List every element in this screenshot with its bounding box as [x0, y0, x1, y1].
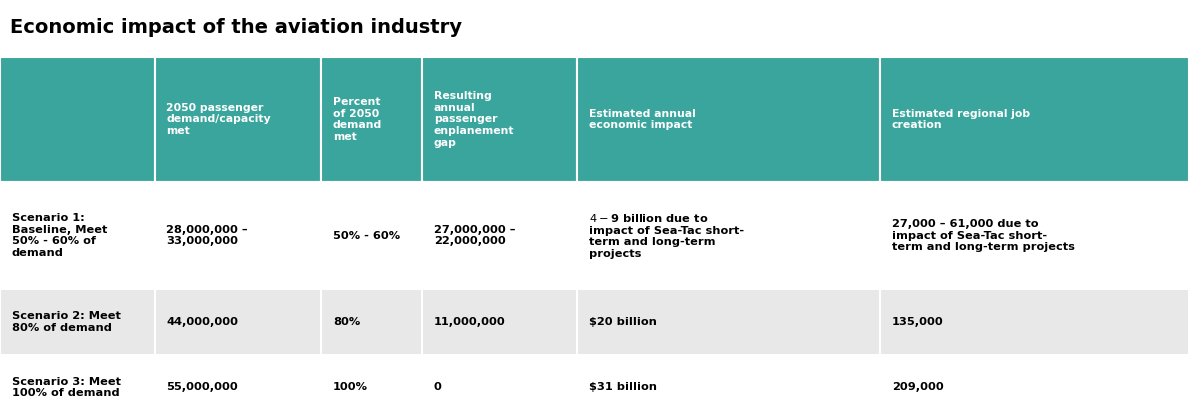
Text: Estimated regional job
creation: Estimated regional job creation — [892, 108, 1030, 130]
Bar — [321, 182, 422, 289]
Bar — [577, 182, 880, 289]
Bar — [155, 289, 321, 354]
Text: 55,000,000: 55,000,000 — [166, 382, 238, 392]
Text: $31 billion: $31 billion — [589, 382, 656, 392]
Text: Resulting
annual
passenger
enplanement
gap: Resulting annual passenger enplanement g… — [434, 91, 515, 147]
Text: $20 billion: $20 billion — [589, 317, 656, 327]
Text: 100%: 100% — [333, 382, 367, 392]
Bar — [880, 182, 1189, 289]
Bar — [155, 182, 321, 289]
Bar — [155, 57, 321, 182]
Text: 50% - 60%: 50% - 60% — [333, 231, 400, 241]
Bar — [880, 354, 1189, 420]
Bar — [321, 354, 422, 420]
Text: 11,000,000: 11,000,000 — [434, 317, 505, 327]
Text: Economic impact of the aviation industry: Economic impact of the aviation industry — [10, 18, 461, 37]
Bar — [155, 354, 321, 420]
Bar — [577, 354, 880, 420]
Text: 28,000,000 –
33,000,000: 28,000,000 – 33,000,000 — [166, 225, 249, 247]
Text: Percent
of 2050
demand
met: Percent of 2050 demand met — [333, 97, 382, 142]
Text: Scenario 2: Meet
80% of demand: Scenario 2: Meet 80% of demand — [12, 311, 121, 333]
Bar — [422, 289, 577, 354]
Bar — [422, 57, 577, 182]
Text: 209,000: 209,000 — [892, 382, 944, 392]
Bar — [321, 289, 422, 354]
Bar — [577, 57, 880, 182]
Text: 44,000,000: 44,000,000 — [166, 317, 239, 327]
Bar — [321, 57, 422, 182]
Text: Scenario 3: Meet
100% of demand: Scenario 3: Meet 100% of demand — [12, 376, 121, 398]
Bar — [0, 354, 155, 420]
Text: 135,000: 135,000 — [892, 317, 944, 327]
Bar — [880, 289, 1189, 354]
Text: 27,000 – 61,000 due to
impact of Sea-Tac short-
term and long-term projects: 27,000 – 61,000 due to impact of Sea-Tac… — [892, 219, 1075, 252]
Text: 0: 0 — [434, 382, 442, 392]
Text: 80%: 80% — [333, 317, 360, 327]
Bar — [577, 289, 880, 354]
Bar — [0, 57, 155, 182]
Text: 2050 passenger
demand/capacity
met: 2050 passenger demand/capacity met — [166, 103, 271, 136]
Text: Scenario 1:
Baseline, Meet
50% - 60% of
demand: Scenario 1: Baseline, Meet 50% - 60% of … — [12, 213, 107, 258]
Text: $4 - $9 billion due to
impact of Sea-Tac short-
term and long-term
projects: $4 - $9 billion due to impact of Sea-Tac… — [589, 212, 743, 259]
Bar — [422, 182, 577, 289]
Text: Estimated annual
economic impact: Estimated annual economic impact — [589, 108, 696, 130]
Bar — [0, 289, 155, 354]
Bar — [880, 57, 1189, 182]
Bar — [0, 182, 155, 289]
Bar — [422, 354, 577, 420]
Text: 27,000,000 –
22,000,000: 27,000,000 – 22,000,000 — [434, 225, 516, 247]
